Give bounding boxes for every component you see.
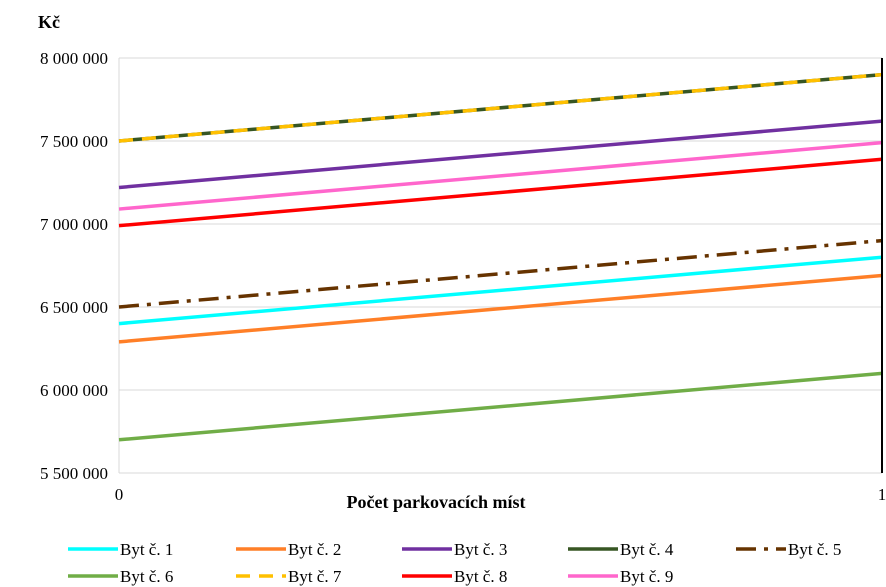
legend-item: Byt č. 4	[568, 540, 674, 559]
x-tick-label: 1	[878, 485, 886, 504]
legend-item: Byt č. 1	[68, 540, 173, 559]
y-tick-label: 6 500 000	[40, 298, 108, 317]
legend-label: Byt č. 2	[288, 540, 341, 559]
series-line-6	[118, 371, 883, 442]
y-tick-label: 8 000 000	[40, 49, 108, 68]
y-tick-label: 6 000 000	[40, 381, 108, 400]
legend-label: Byt č. 5	[788, 540, 841, 559]
legend-item: Byt č. 5	[736, 540, 841, 559]
series-line-1	[118, 255, 883, 326]
y-tick-label: 7 000 000	[40, 215, 108, 234]
legend-label: Byt č. 8	[454, 567, 507, 586]
series-lines	[118, 72, 883, 442]
series-line-3	[118, 119, 883, 190]
legend-item: Byt č. 6	[68, 567, 173, 586]
legend-item: Byt č. 9	[568, 567, 673, 586]
legend-label: Byt č. 3	[454, 540, 507, 559]
legend-label: Byt č. 4	[620, 540, 674, 559]
series-line-2	[118, 273, 883, 344]
y-tick-label: 5 500 000	[40, 464, 108, 483]
legend-label: Byt č. 1	[120, 540, 173, 559]
x-axis-title: Počet parkovacích míst	[347, 492, 526, 512]
series-line-7	[118, 72, 883, 143]
y-tick-labels: 5 500 000 6 000 000 6 500 000 7 000 000 7 50…	[40, 49, 108, 483]
legend-label: Byt č. 7	[288, 567, 342, 586]
legend-label: Byt č. 6	[120, 567, 173, 586]
x-tick-label: 0	[115, 485, 124, 504]
legend-item: Byt č. 8	[402, 567, 507, 586]
legend-item: Byt č. 3	[402, 540, 507, 559]
series-line-8	[118, 157, 883, 228]
legend: Byt č. 1 Byt č. 2 Byt č. 3 Byt č. 4 Byt č. 5…	[68, 540, 841, 586]
legend-item: Byt č. 2	[236, 540, 341, 559]
y-tick-label: 7 500 000	[40, 132, 108, 151]
legend-item: Byt č. 7	[236, 567, 342, 586]
legend-label: Byt č. 9	[620, 567, 673, 586]
series-line-5	[118, 238, 883, 309]
series-line-9	[118, 140, 883, 211]
y-axis-title: Kč	[38, 12, 60, 32]
